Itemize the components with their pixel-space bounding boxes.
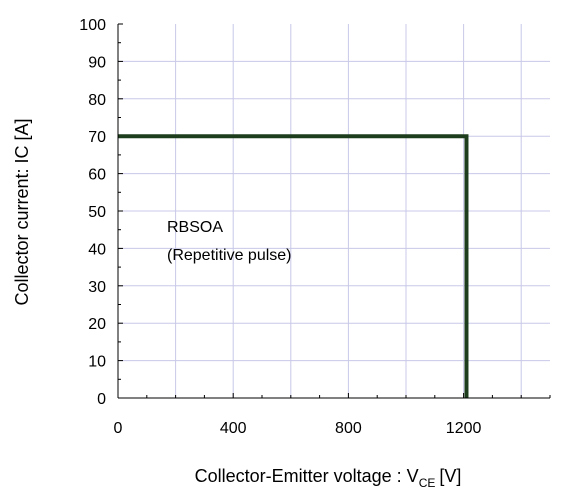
y-tick-label: 90 xyxy=(88,54,106,71)
y-axis-label: Collector current: IC [A] xyxy=(12,118,32,305)
y-tick-label: 70 xyxy=(88,129,106,146)
y-tick-label: 50 xyxy=(88,204,106,221)
grid xyxy=(118,24,550,398)
x-axis-label-subscript: CE xyxy=(419,476,436,490)
y-tick-label: 100 xyxy=(79,17,106,34)
y-tick-label: 30 xyxy=(88,279,106,296)
annotation-rbsoa: RBSOA xyxy=(167,219,223,236)
tick-labels: 0 10 20 30 40 50 60 70 80 90 100 0 400 800 1200 xyxy=(79,17,481,437)
y-tick-label: 0 xyxy=(97,391,106,408)
plot-frame xyxy=(117,24,550,399)
x-axis-label: Collector-Emitter voltage : VCE [V] xyxy=(195,466,462,490)
y-tick-label: 40 xyxy=(88,241,106,258)
x-tick-label: 400 xyxy=(220,420,247,437)
y-tick-label: 80 xyxy=(88,92,106,109)
y-tick-label: 60 xyxy=(88,167,106,184)
y-tick-label: 10 xyxy=(88,354,106,371)
annotation-repetitive-pulse: (Repetitive pulse) xyxy=(167,247,292,264)
series-layer xyxy=(118,134,469,398)
rbsoa-boundary-line xyxy=(118,134,469,398)
x-tick-label: 0 xyxy=(114,420,123,437)
x-tick-label: 1200 xyxy=(446,420,482,437)
x-axis-label-main: Collector-Emitter voltage : V xyxy=(195,466,419,486)
x-axis-label-unit: [V] xyxy=(439,466,461,486)
y-tick-label: 20 xyxy=(88,316,106,333)
x-tick-label: 800 xyxy=(335,420,362,437)
